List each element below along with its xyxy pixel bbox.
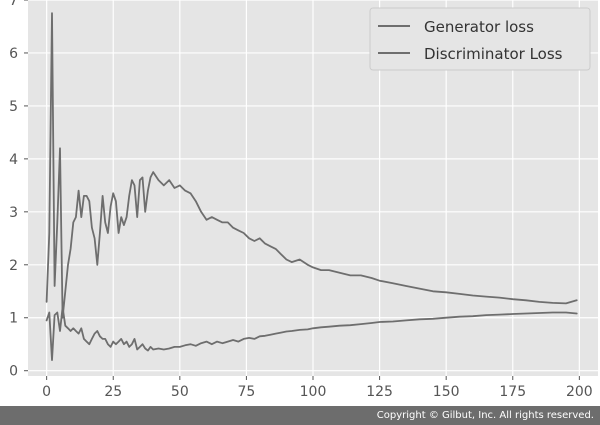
series-lines (45, 12, 578, 362)
x-tick-label: 100 (300, 384, 327, 400)
x-tick-label: 125 (366, 384, 393, 400)
y-tick-label: 2 (9, 258, 18, 274)
x-axis-ticks: 0 25 50 75 100 125 150 175 200 (42, 376, 593, 400)
y-tick-label: 7 (9, 0, 18, 9)
copyright-text: Copyright © Gilbut, Inc. All rights rese… (376, 410, 594, 421)
loss-chart: 0 25 50 75 100 125 150 175 200 0 1 2 3 4 5 6 7 Generato… (9, 0, 598, 400)
copyright-footer: Copyright © Gilbut, Inc. All rights rese… (0, 406, 600, 425)
legend-label-generator: Generator loss (424, 18, 534, 36)
x-tick-label: 25 (104, 384, 122, 400)
x-tick-label: 75 (237, 384, 255, 400)
x-tick-label: 200 (566, 384, 593, 400)
y-tick-label: 0 (9, 364, 18, 380)
x-tick-label: 150 (433, 384, 460, 400)
y-axis-ticks: 0 1 2 3 4 5 6 7 (9, 0, 28, 380)
y-tick-label: 3 (9, 205, 18, 221)
y-tick-label: 6 (9, 46, 18, 62)
y-tick-label: 1 (9, 311, 18, 327)
legend-label-discriminator: Discriminator Loss (424, 45, 563, 63)
y-tick-label: 4 (9, 152, 18, 168)
x-tick-label: 50 (171, 384, 189, 400)
legend: Generator loss Discriminator Loss (369, 7, 591, 71)
y-tick-label: 5 (9, 99, 18, 115)
discriminator-loss-line (45, 306, 578, 362)
generator-loss-line (45, 12, 578, 319)
x-tick-label: 175 (499, 384, 526, 400)
legend-box (369, 7, 591, 71)
x-tick-label: 0 (42, 384, 51, 400)
